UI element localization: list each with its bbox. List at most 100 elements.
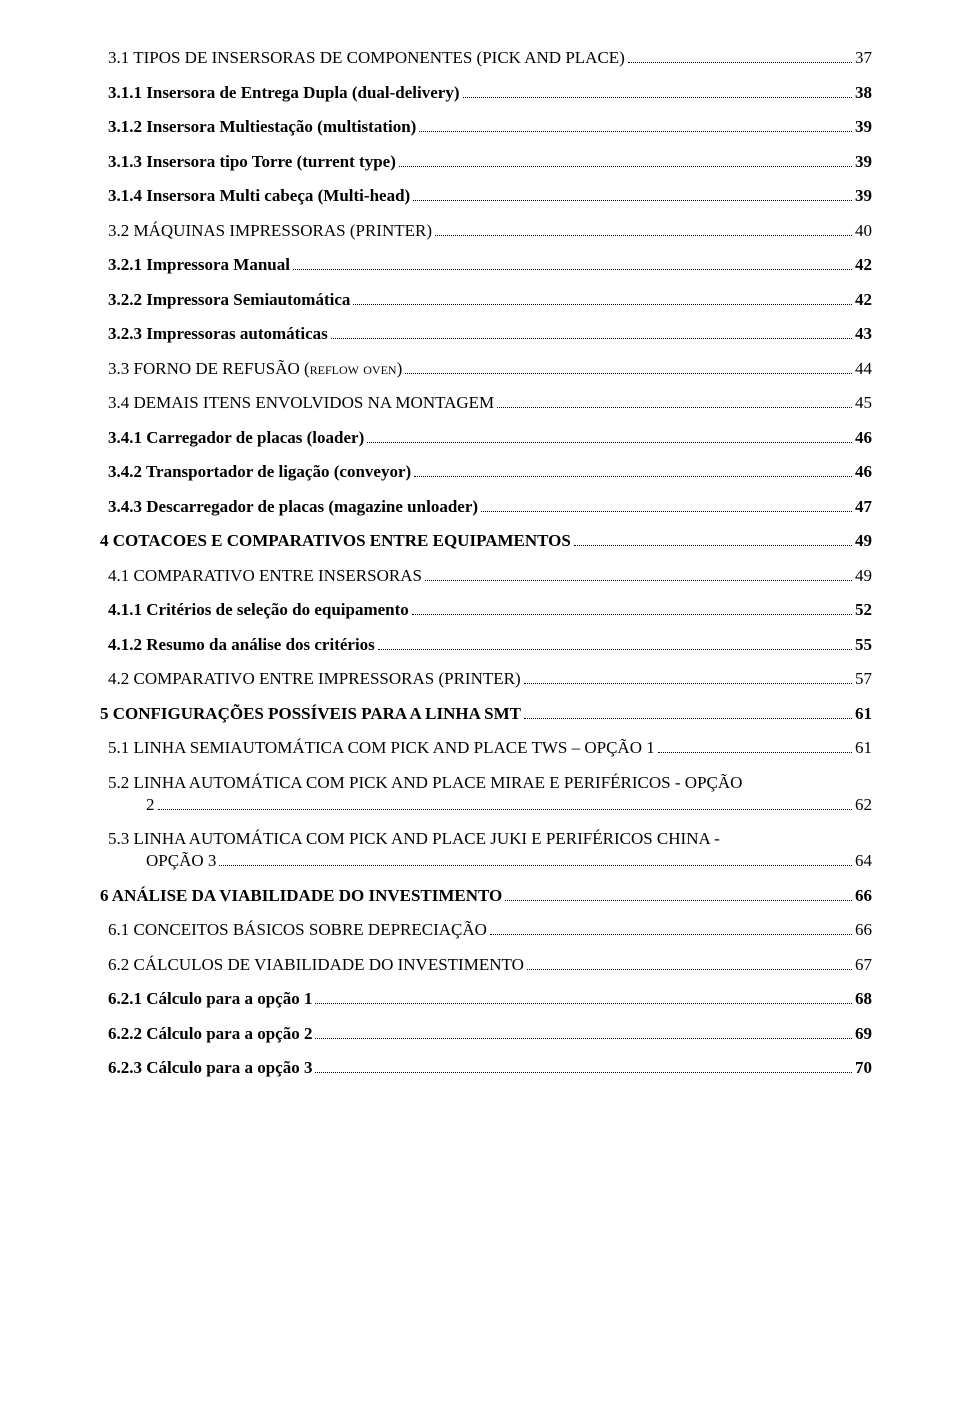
toc-leader-dots [425, 580, 852, 581]
toc-entry: 6.2.2 Cálculo para a opção 2 69 [108, 1024, 872, 1044]
toc-label: 6.2.2 Cálculo para a opção 2 [108, 1024, 312, 1044]
toc-label: 6.1 CONCEITOS BÁSICOS SOBRE DEPRECIAÇÃO [108, 920, 487, 940]
toc-label: 4.2 COMPARATIVO ENTRE IMPRESSORAS (PRINT… [108, 669, 521, 689]
toc-page-number: 40 [855, 221, 872, 241]
toc-entry: 4 COTACOES E COMPARATIVOS ENTRE EQUIPAME… [100, 531, 872, 551]
toc-page-number: 62 [855, 795, 872, 815]
toc-label: 3.1.2 Insersora Multiestação (multistati… [108, 117, 416, 137]
toc-label: 5.1 LINHA SEMIAUTOMÁTICA COM PICK AND PL… [108, 738, 655, 758]
toc-label: 4.1 COMPARATIVO ENTRE INSERSORAS [108, 566, 422, 586]
toc-leader-dots [658, 752, 852, 753]
toc-leader-dots [378, 649, 852, 650]
toc-leader-dots [527, 969, 852, 970]
toc-entry: 3.1.4 Insersora Multi cabeça (Multi-head… [108, 186, 872, 206]
toc-label: 3.1.3 Insersora tipo Torre (turrent type… [108, 152, 396, 172]
toc-entry: 3.1.2 Insersora Multiestação (multistati… [108, 117, 872, 137]
toc-entry: 3.1.1 Insersora de Entrega Dupla (dual-d… [108, 83, 872, 103]
toc-entry: 3.3 FORNO DE REFUSÃO (reflow oven)44 [108, 359, 872, 379]
toc-label: 5.3 LINHA AUTOMÁTICA COM PICK AND PLACE … [108, 829, 872, 849]
toc-label: 5.2 LINHA AUTOMÁTICA COM PICK AND PLACE … [108, 773, 872, 793]
toc-label: 6.2.1 Cálculo para a opção 1 [108, 989, 312, 1009]
toc-leader-dots [524, 718, 852, 719]
toc-page-number: 49 [855, 531, 872, 551]
toc-label: 4.1.1 Critérios de seleção do equipament… [108, 600, 409, 620]
toc-entry: 3.4 DEMAIS ITENS ENVOLVIDOS NA MONTAGEM4… [108, 393, 872, 413]
toc-leader-dots [315, 1072, 852, 1073]
toc-entry: 6.2.1 Cálculo para a opção 1 68 [108, 989, 872, 1009]
toc-label: 6.2 CÁLCULOS DE VIABILIDADE DO INVESTIME… [108, 955, 524, 975]
toc-leader-dots [413, 200, 852, 201]
toc-entry-multiline: 5.3 LINHA AUTOMÁTICA COM PICK AND PLACE … [108, 829, 872, 871]
toc-leader-dots [481, 511, 852, 512]
toc-entry: 3.2.2 Impressora Semiautomática42 [108, 290, 872, 310]
toc-entry-multiline: 5.2 LINHA AUTOMÁTICA COM PICK AND PLACE … [108, 773, 872, 815]
toc-page-number: 39 [855, 152, 872, 172]
toc-page-number: 67 [855, 955, 872, 975]
toc-page-number: 70 [855, 1058, 872, 1078]
toc-entry: 4.1 COMPARATIVO ENTRE INSERSORAS 49 [108, 566, 872, 586]
toc-page-number: 46 [855, 428, 872, 448]
toc-leader-dots [219, 865, 852, 866]
toc-page-number: 46 [855, 462, 872, 482]
toc-label: 4.1.2 Resumo da análise dos critérios [108, 635, 375, 655]
toc-entry: 5 CONFIGURAÇÕES POSSÍVEIS PARA A LINHA S… [100, 704, 872, 724]
toc-page-number: 66 [855, 886, 872, 906]
toc-page-number: 38 [855, 83, 872, 103]
toc-label: 4 COTACOES E COMPARATIVOS ENTRE EQUIPAME… [100, 531, 571, 551]
toc-entry: 3.1 TIPOS DE INSERSORAS DE COMPONENTES (… [108, 48, 872, 68]
toc-leader-dots [367, 442, 852, 443]
toc-page-number: 42 [855, 255, 872, 275]
toc-page-number: 49 [855, 566, 872, 586]
toc-leader-dots [412, 614, 852, 615]
toc-page-number: 61 [855, 704, 872, 724]
toc-leader-dots [293, 269, 852, 270]
toc-entry: 3.4.2 Transportador de ligação (conveyor… [108, 462, 872, 482]
toc-leader-dots [497, 407, 852, 408]
toc-leader-dots [419, 131, 852, 132]
toc-page-number: 66 [855, 920, 872, 940]
toc-leader-dots [524, 683, 852, 684]
toc-page-number: 55 [855, 635, 872, 655]
toc-entry: 5.1 LINHA SEMIAUTOMÁTICA COM PICK AND PL… [108, 738, 872, 758]
toc-label: 3.1.1 Insersora de Entrega Dupla (dual-d… [108, 83, 460, 103]
toc-page-number: 39 [855, 186, 872, 206]
toc-page-number: 45 [855, 393, 872, 413]
toc-leader-dots [315, 1003, 852, 1004]
toc-leader-dots [505, 900, 852, 901]
toc-page-number: 69 [855, 1024, 872, 1044]
toc-leader-dots [574, 545, 852, 546]
toc-leader-dots [353, 304, 852, 305]
toc-label: 2 [146, 795, 155, 815]
toc-entry: 6.2 CÁLCULOS DE VIABILIDADE DO INVESTIME… [108, 955, 872, 975]
toc-leader-dots [414, 476, 852, 477]
toc-entry: 3.2.1 Impressora Manual 42 [108, 255, 872, 275]
toc-page-number: 64 [855, 851, 872, 871]
toc-label: 3.4.1 Carregador de placas (loader) [108, 428, 364, 448]
toc-label: 3.2.1 Impressora Manual [108, 255, 290, 275]
toc-page-number: 61 [855, 738, 872, 758]
toc-label: 3.1.4 Insersora Multi cabeça (Multi-head… [108, 186, 410, 206]
toc-entry: 4.2 COMPARATIVO ENTRE IMPRESSORAS (PRINT… [108, 669, 872, 689]
toc-label: 6.2.3 Cálculo para a opção 3 [108, 1058, 312, 1078]
toc-label: 5 CONFIGURAÇÕES POSSÍVEIS PARA A LINHA S… [100, 704, 521, 724]
toc-page-number: 42 [855, 290, 872, 310]
toc-page-number: 57 [855, 669, 872, 689]
toc-page-number: 47 [855, 497, 872, 517]
toc-leader-dots [405, 373, 852, 374]
toc-label: OPÇÃO 3 [146, 851, 216, 871]
toc-label: 6 ANÁLISE DA VIABILIDADE DO INVESTIMENTO [100, 886, 502, 906]
toc-entry: 3.2 MÁQUINAS IMPRESSORAS (PRINTER) 40 [108, 221, 872, 241]
toc-page-number: 37 [855, 48, 872, 68]
table-of-contents: 3.1 TIPOS DE INSERSORAS DE COMPONENTES (… [100, 48, 872, 1078]
toc-page-number: 44 [855, 359, 872, 379]
toc-label: 3.4.2 Transportador de ligação (conveyor… [108, 462, 411, 482]
toc-entry: 6 ANÁLISE DA VIABILIDADE DO INVESTIMENTO… [100, 886, 872, 906]
toc-leader-dots [435, 235, 852, 236]
toc-label: 3.1 TIPOS DE INSERSORAS DE COMPONENTES (… [108, 48, 625, 68]
toc-label: 3.2 MÁQUINAS IMPRESSORAS (PRINTER) [108, 221, 432, 241]
toc-page-number: 68 [855, 989, 872, 1009]
toc-leader-dots [399, 166, 852, 167]
toc-page-number: 39 [855, 117, 872, 137]
toc-leader-dots [158, 809, 853, 810]
toc-entry: 3.4.1 Carregador de placas (loader) 46 [108, 428, 872, 448]
